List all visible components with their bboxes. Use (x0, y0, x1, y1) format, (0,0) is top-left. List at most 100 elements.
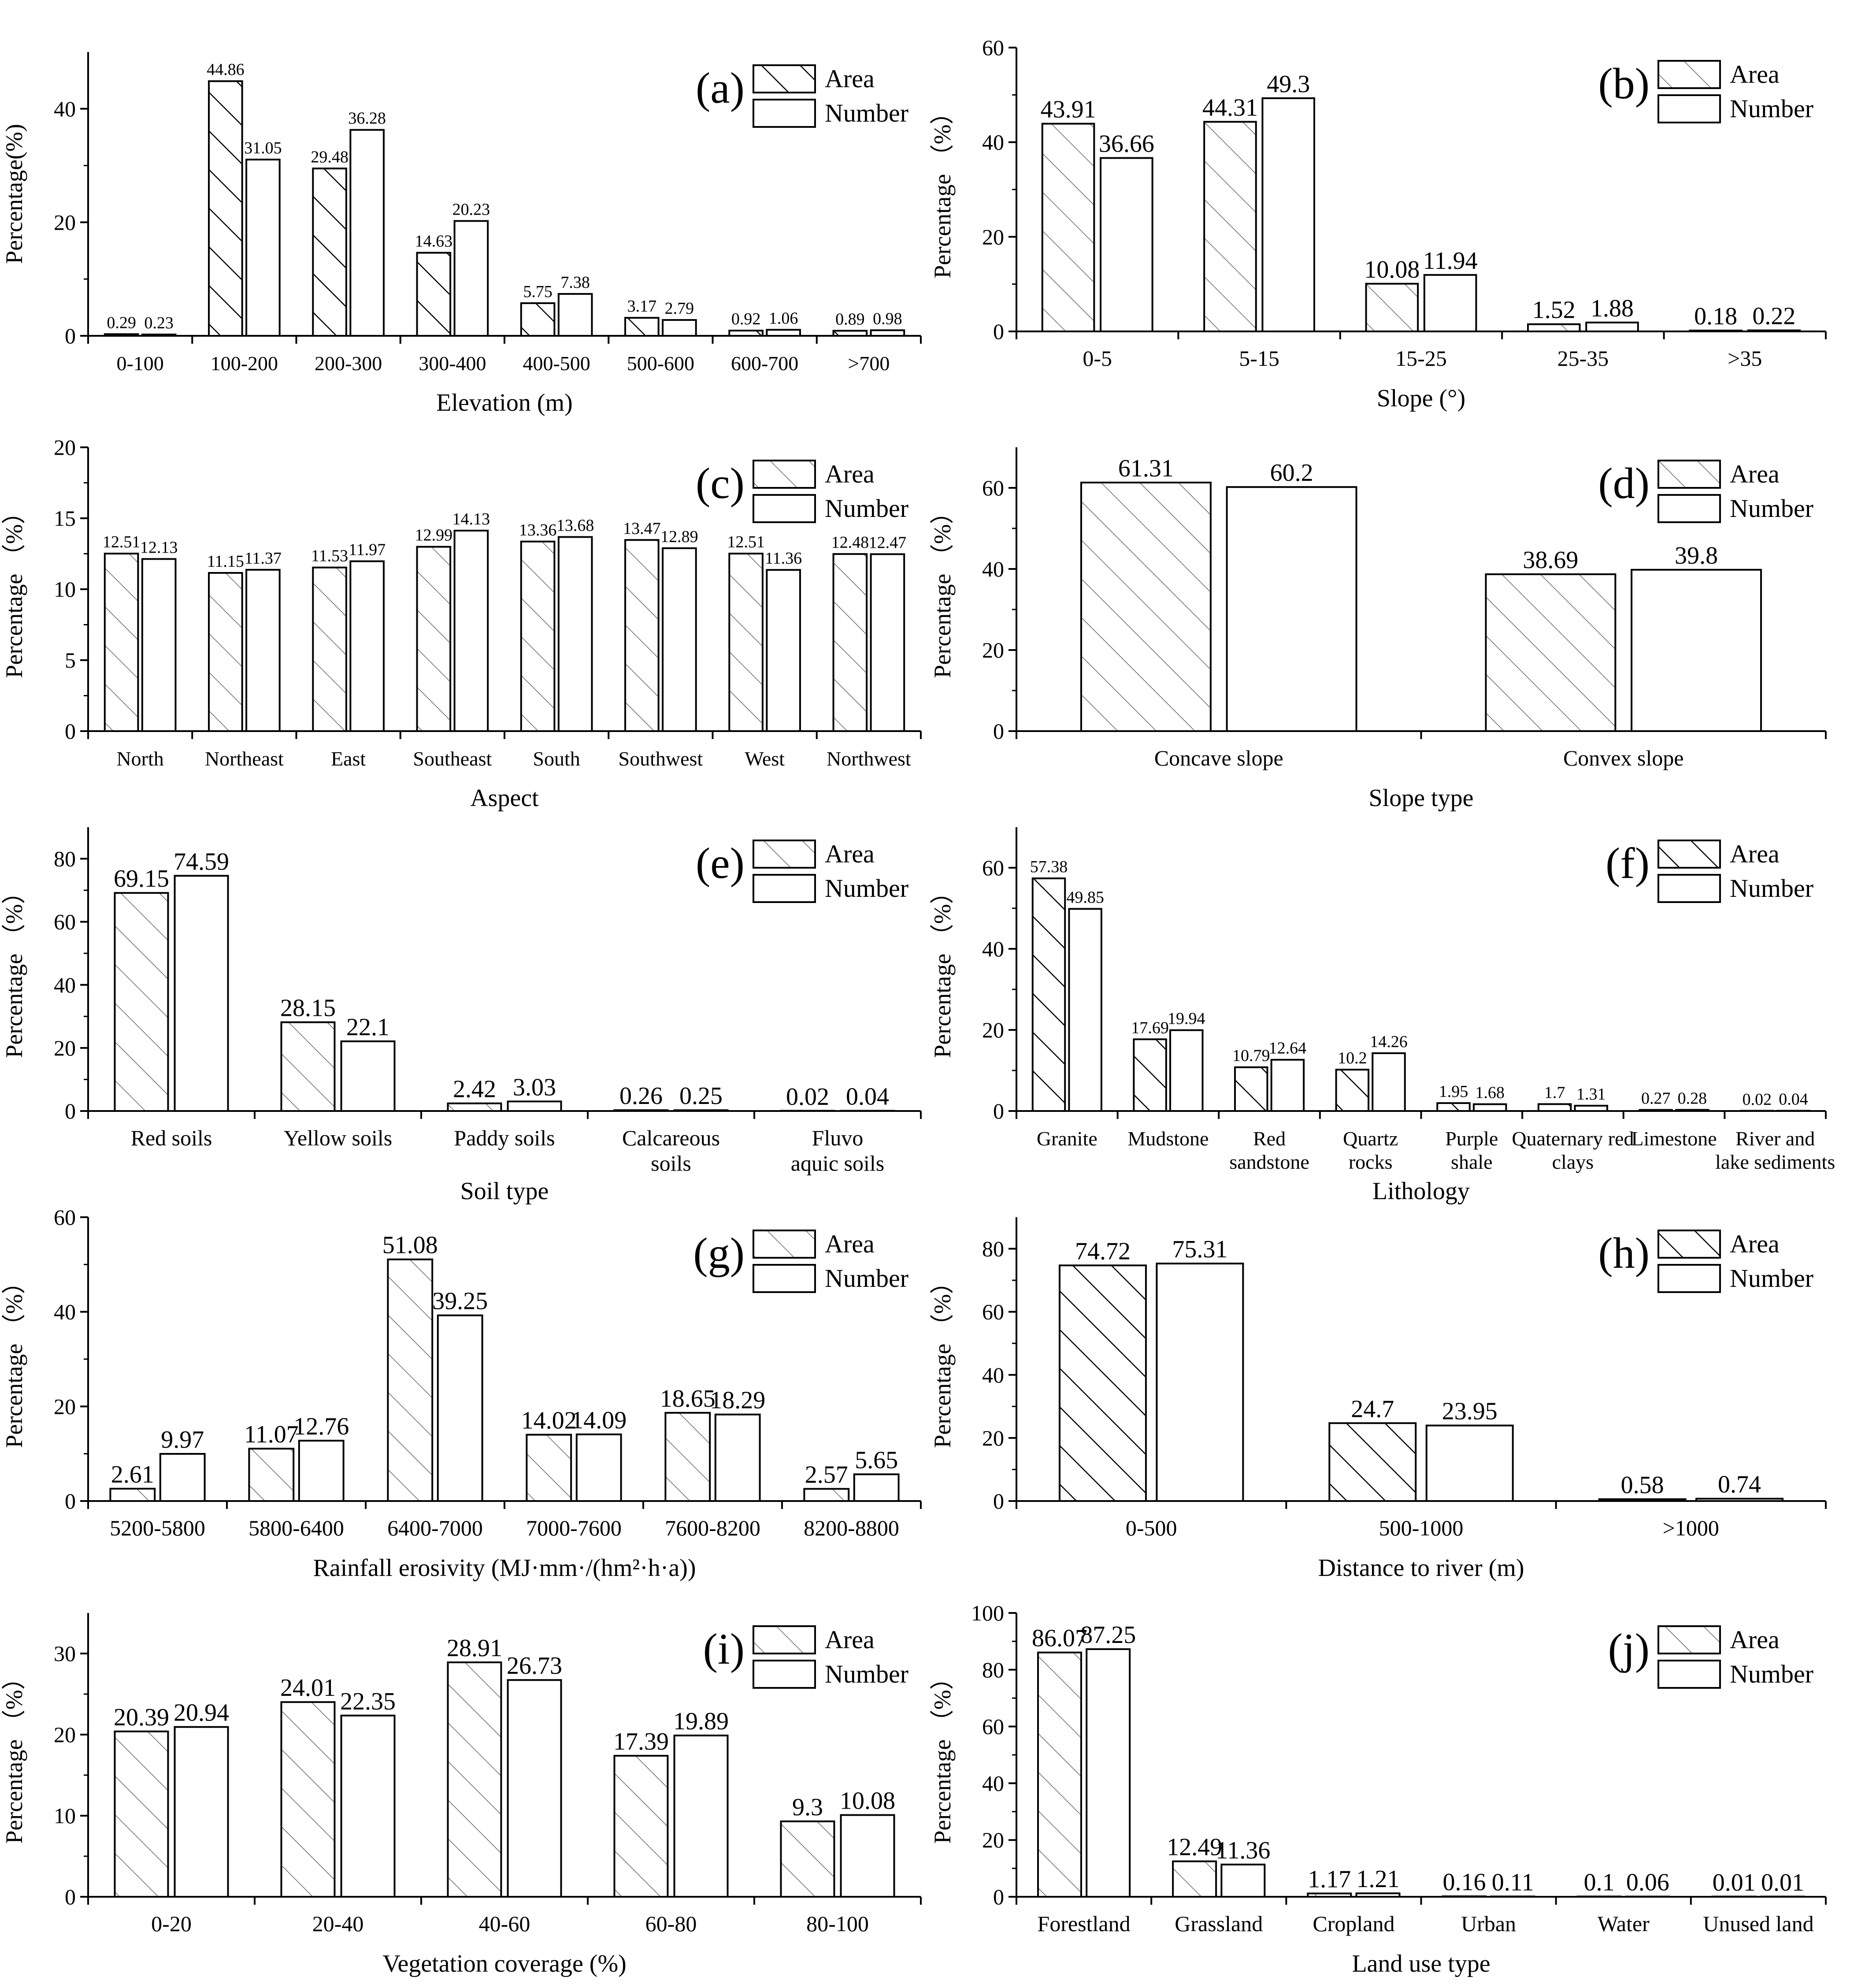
data-label-number: 49.85 (1066, 888, 1104, 907)
data-label-area: 24.7 (1351, 1395, 1394, 1423)
bar-area (387, 1258, 434, 1502)
bar-number (159, 1453, 206, 1502)
bar-area (1442, 1895, 1487, 1898)
bar-number (1585, 321, 1639, 333)
x-category-label: 300-400 (419, 352, 486, 375)
data-label-number: 36.28 (348, 109, 386, 128)
data-label-area: 20.39 (114, 1704, 169, 1731)
data-label-number: 31.05 (244, 139, 282, 157)
data-label-number: 49.3 (1267, 71, 1310, 98)
x-category-label: Quartz rocks (1343, 1127, 1398, 1173)
panel-label: (g) (693, 1229, 745, 1278)
bar-area (104, 553, 139, 732)
legend-label-number: Number (825, 99, 908, 127)
bar-area (1037, 1651, 1082, 1898)
panel-label: (c) (696, 459, 745, 508)
x-category-label: 500-600 (627, 352, 694, 375)
y-tick-label: 20 (982, 224, 1004, 249)
data-label-number: 3.03 (513, 1074, 556, 1101)
legend-label-area: Area (825, 1230, 875, 1258)
panel-label: (j) (1608, 1624, 1650, 1673)
data-label-number: 11.36 (765, 549, 802, 568)
legend-label-number: Number (1730, 94, 1813, 123)
data-label-area: 0.16 (1442, 1869, 1486, 1896)
y-tick-label: 0 (993, 719, 1004, 743)
legend-swatch-number (1657, 1660, 1721, 1689)
legend-label-area: Area (825, 1625, 875, 1654)
bar-area (624, 317, 660, 337)
x-category-label: Water (1598, 1911, 1650, 1936)
x-category-label: Mudstone (1127, 1127, 1209, 1150)
x-category-label: Purple shale (1445, 1127, 1498, 1173)
x-category-label: 20-40 (312, 1911, 364, 1936)
x-category-label: Grassland (1175, 1911, 1263, 1936)
data-label-area: 12.49 (1167, 1834, 1222, 1861)
y-tick-label: 80 (54, 847, 76, 871)
legend-label-area: Area (825, 840, 875, 868)
data-label-number: 11.97 (349, 541, 386, 559)
bar-area (280, 1701, 336, 1898)
legend-label-number: Number (825, 1660, 908, 1688)
data-label-area: 0.58 (1621, 1471, 1664, 1499)
legend-swatch-area (1657, 460, 1721, 489)
bar-area (114, 892, 169, 1112)
bar-area (1527, 323, 1581, 333)
bar-area (208, 80, 243, 337)
bar-area (1031, 877, 1066, 1112)
x-category-label: Southwest (619, 747, 703, 770)
data-label-number: 0.04 (846, 1083, 889, 1111)
x-category-label: Forestland (1038, 1911, 1131, 1936)
data-label-number: 9.97 (161, 1426, 204, 1453)
legend-label-number: Number (825, 494, 908, 523)
y-tick-label: 60 (54, 910, 76, 934)
data-label-area: 3.17 (627, 297, 657, 316)
bar-number (298, 1440, 345, 1502)
bar-area (1203, 121, 1257, 332)
y-tick-label: 10 (54, 1803, 76, 1828)
data-label-area: 10.79 (1232, 1047, 1270, 1065)
data-label-area: 17.39 (613, 1728, 669, 1755)
data-label-area: 11.07 (244, 1421, 299, 1448)
data-label-area: 1.95 (1439, 1082, 1468, 1101)
data-label-number: 0.01 (1761, 1869, 1804, 1896)
bar-area (312, 167, 347, 337)
bar-area (208, 572, 243, 732)
x-category-label: Limestone (1631, 1127, 1717, 1150)
y-axis-title: Percentage （%） (929, 500, 956, 678)
data-label-number: 0.25 (679, 1082, 723, 1110)
y-axis-title: Percentage （%） (1, 880, 27, 1058)
data-label-area: 0.92 (731, 310, 761, 328)
data-label-number: 14.13 (452, 510, 490, 528)
y-tick-label: 20 (982, 1018, 1004, 1042)
data-label-number: 87.25 (1080, 1621, 1136, 1649)
legend-swatch-area (1657, 60, 1721, 89)
y-axis-title: Percentage （%） (1, 1666, 27, 1843)
data-label-area: 24.01 (280, 1674, 336, 1702)
x-axis-title: Distance to river (m) (1318, 1554, 1524, 1582)
legend-label-number: Number (825, 874, 908, 903)
x-category-label: 600-700 (731, 352, 798, 375)
bar-number (714, 1413, 761, 1502)
data-label-area: 43.91 (1041, 96, 1096, 123)
bar-number (1490, 1895, 1535, 1898)
legend-swatch-area (753, 1625, 816, 1654)
data-label-area: 51.08 (382, 1232, 438, 1259)
y-tick-label: 60 (982, 1714, 1004, 1739)
data-label-number: 1.31 (1576, 1085, 1606, 1104)
x-category-label: Granite (1037, 1127, 1097, 1150)
x-category-label: Northwest (827, 747, 911, 770)
bar-number (174, 875, 229, 1112)
x-axis-title: Rainfall erosivity (MJ·mm·/(hm²·h·a)) (313, 1554, 696, 1582)
y-tick-label: 60 (54, 1205, 76, 1230)
data-label-number: 12.13 (140, 538, 178, 557)
data-label-number: 12.76 (293, 1413, 349, 1440)
bar-number (141, 334, 177, 337)
data-label-area: 18.65 (660, 1385, 716, 1412)
panel-label: (a) (696, 63, 745, 112)
x-category-label: 0-20 (151, 1911, 192, 1936)
bar-area (1598, 1498, 1687, 1502)
bar-number (673, 1109, 729, 1112)
x-category-label: 500-1000 (1379, 1516, 1464, 1540)
y-tick-label: 20 (54, 1722, 76, 1747)
